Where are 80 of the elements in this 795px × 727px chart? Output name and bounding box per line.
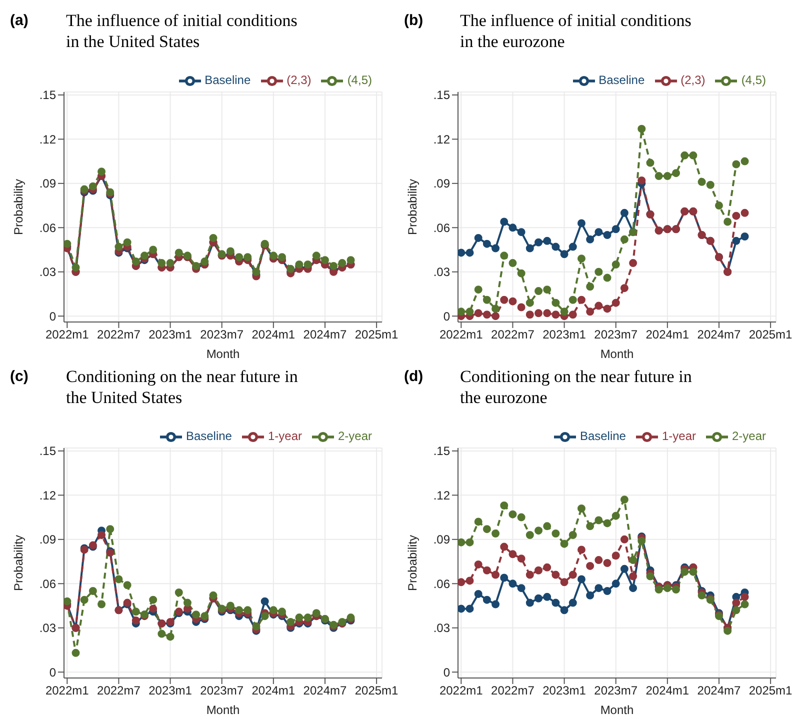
x-tick-label: 2025m1	[354, 328, 399, 342]
chart-title: Conditioning on the near future in the United States	[66, 366, 298, 408]
y-tick-label: 0	[443, 309, 450, 324]
y-tick-label: .09	[39, 532, 56, 547]
x-tick-label: 2022m1	[439, 328, 484, 342]
y-tick-label: .12	[433, 488, 450, 502]
x-tick-label: 2024m1	[252, 684, 296, 698]
legend-label: (2,3)	[286, 73, 312, 88]
chart-title: The influence of initial conditions in the eurozone	[460, 10, 692, 52]
x-tick-label: 2022m7	[491, 684, 535, 698]
y-tick-label: .06	[39, 220, 56, 235]
x-tick-label: 2023m1	[542, 328, 586, 342]
x-tick-label: 2024m1	[646, 684, 690, 698]
y-tick-label: .06	[433, 576, 450, 591]
x-tick-label: 2023m7	[594, 684, 638, 698]
legend-label: Baseline	[580, 429, 626, 444]
x-axis-title: Month	[600, 703, 634, 717]
y-tick-label: .12	[39, 132, 56, 146]
x-tick-label: 2023m1	[148, 328, 192, 342]
x-tick-label: 2023m1	[148, 684, 192, 698]
x-tick-label: 2023m1	[542, 684, 586, 698]
x-tick-label: 2022m1	[439, 684, 484, 698]
x-tick-label: 2024m7	[697, 328, 741, 342]
x-tick-label: 2024m1	[252, 328, 296, 342]
legend-label: 2-year	[732, 429, 766, 444]
y-tick-label: .12	[433, 132, 450, 146]
x-tick-label: 2025m1	[354, 684, 399, 698]
x-axis-title: Month	[206, 703, 240, 717]
legend-label: Baseline	[204, 73, 251, 88]
y-tick-label: 0	[49, 309, 56, 324]
y-axis-title: Probability	[405, 534, 420, 592]
x-tick-label: 2023m7	[594, 328, 638, 342]
x-tick-label: 2024m7	[303, 684, 347, 698]
y-tick-label: .03	[433, 265, 450, 280]
y-tick-label: 0	[49, 665, 56, 680]
x-tick-label: 2024m1	[646, 328, 690, 342]
x-tick-label: 2024m7	[303, 328, 347, 342]
chart-title: The influence of initial conditions in the United States	[66, 10, 298, 52]
chart-title: Conditioning on the near future in the eurozone	[460, 366, 692, 408]
y-tick-label: .03	[39, 265, 56, 280]
legend-label: 1-year	[268, 429, 302, 444]
y-axis-title: Probability	[405, 178, 420, 236]
y-tick-label: .15	[433, 444, 450, 458]
x-tick-label: 2023m7	[200, 328, 244, 342]
y-tick-label: .06	[433, 220, 450, 235]
y-tick-label: 0	[443, 665, 450, 680]
x-tick-label: 2022m1	[45, 684, 90, 698]
x-tick-label: 2022m1	[45, 328, 90, 342]
text: (d)	[404, 368, 424, 385]
text: (c)	[10, 368, 28, 385]
x-tick-label: 2023m7	[200, 684, 244, 698]
legend-label: (4,5)	[741, 73, 766, 88]
text: (a)	[10, 12, 28, 29]
y-tick-label: .03	[433, 621, 450, 636]
text: (b)	[404, 12, 424, 29]
y-axis-title: Probability	[11, 178, 26, 236]
y-tick-label: .03	[39, 621, 56, 636]
y-tick-label: .09	[433, 176, 450, 191]
y-tick-label: .15	[433, 88, 450, 102]
x-tick-label: 2025m1	[748, 684, 793, 698]
legend-label: 1-year	[662, 429, 696, 444]
x-axis-title: Month	[206, 347, 240, 361]
x-tick-label: 2025m1	[748, 328, 793, 342]
x-tick-label: 2022m7	[491, 328, 535, 342]
y-tick-label: .15	[39, 444, 56, 458]
x-axis-title: Month	[600, 347, 634, 361]
x-tick-label: 2022m7	[97, 328, 141, 342]
x-tick-label: 2024m7	[697, 684, 741, 698]
y-tick-label: .09	[433, 532, 450, 547]
x-tick-label: 2022m7	[97, 684, 141, 698]
legend-label: Baseline	[598, 73, 645, 88]
y-axis-title: Probability	[11, 534, 26, 592]
y-tick-label: .06	[39, 576, 56, 591]
y-tick-label: .15	[39, 88, 56, 102]
legend-label: Baseline	[186, 429, 232, 444]
legend-label: (4,5)	[347, 73, 372, 88]
legend-label: (2,3)	[680, 73, 706, 88]
legend-label: 2-year	[338, 429, 372, 444]
y-tick-label: .09	[39, 176, 56, 191]
y-tick-label: .12	[39, 488, 56, 502]
